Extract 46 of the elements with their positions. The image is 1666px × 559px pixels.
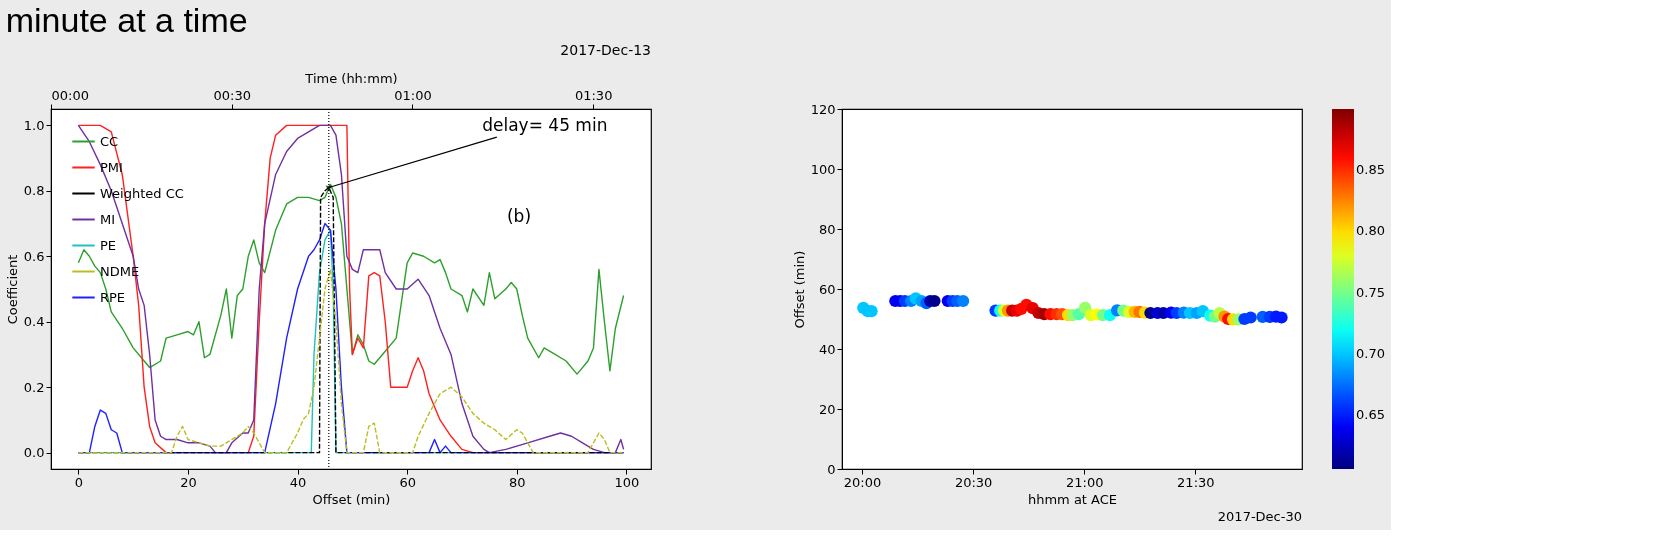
x2-tick-label: 00:30: [213, 87, 251, 103]
text: 2017-Dec-13: [560, 42, 651, 58]
color-bar-label: 0.80: [1356, 223, 1385, 239]
y-tick-label: 0.8: [23, 183, 45, 199]
line-series: [77, 183, 625, 375]
color-bar-label: 0.65: [1356, 407, 1385, 423]
annotation: (b): [506, 206, 532, 226]
legend-label: MI: [100, 211, 116, 227]
y-tick-label: 0.6: [23, 248, 45, 264]
y-tick-label: 0.0: [23, 445, 45, 461]
y-axis-title: Coefficient: [4, 254, 20, 325]
y-tick-label: 1.0: [23, 117, 45, 133]
x-tick-label: 80: [508, 474, 526, 490]
text: 2017-Dec-30: [1217, 509, 1302, 524]
y-axis-title: Offset (min): [791, 250, 807, 329]
y-tick-label: 20: [818, 401, 836, 417]
x-tick-label: 21:30: [1177, 474, 1215, 490]
x-axis-title: hhmm at ACE: [1027, 491, 1118, 507]
color-bar-label: 0.85: [1356, 162, 1385, 178]
x2-tick-label: 01:00: [394, 87, 432, 103]
color-bar-label: 0.70: [1356, 345, 1385, 361]
x-tick-label: 40: [289, 474, 307, 490]
chart-title: minute at a time: [5, 1, 248, 40]
line-series: [77, 268, 625, 454]
x-tick-label: 20: [180, 474, 197, 490]
color-bar-label: 0.75: [1356, 284, 1385, 300]
x-tick-label: 20:30: [954, 474, 993, 490]
y-tick-label: 120: [810, 101, 836, 117]
x-tick-label: 60: [399, 474, 416, 490]
x2-tick-label: 00:00: [51, 87, 89, 103]
x2-tick-label: 01:30: [574, 87, 613, 103]
y-tick-label: 40: [818, 341, 836, 357]
y-tick-label: 80: [818, 221, 836, 237]
y-tick-label: 0.2: [23, 379, 45, 395]
x2-axis-title: Time (hh:mm): [304, 70, 398, 86]
annotation: delay= 45 min: [482, 115, 608, 136]
x-tick-label: 0: [74, 474, 84, 490]
x-tick-label: 20:00: [843, 474, 882, 490]
y-tick-label: 60: [818, 281, 836, 297]
x-tick-label: 21:00: [1065, 474, 1104, 490]
x-axis-title: Offset (min): [312, 491, 391, 507]
legend-label: PE: [100, 237, 117, 253]
y-tick-label: 0.4: [23, 314, 45, 330]
y-tick-label: 0: [827, 461, 836, 477]
y-tick-label: 100: [810, 161, 836, 177]
x-tick-label: 100: [614, 474, 640, 490]
